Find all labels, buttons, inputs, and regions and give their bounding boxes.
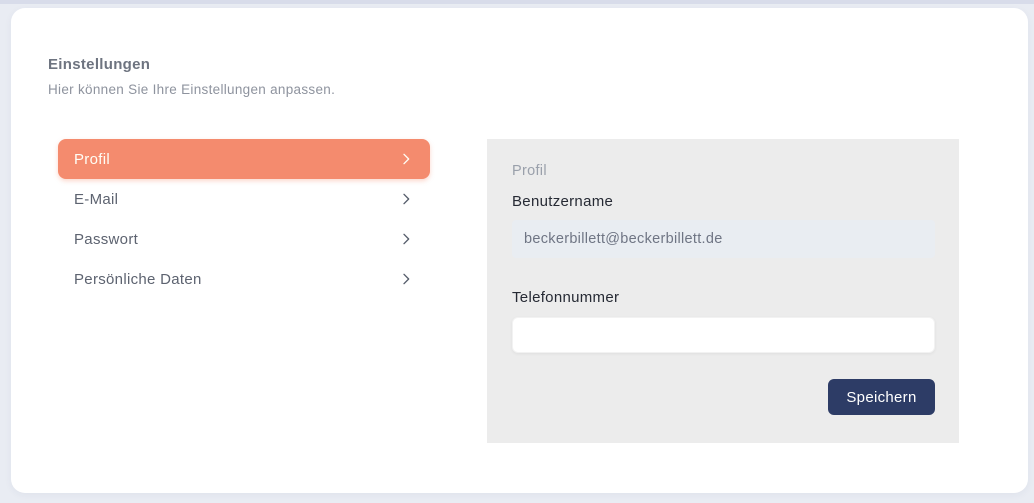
username-label: Benutzername [512, 193, 614, 210]
phone-input[interactable] [512, 317, 935, 353]
settings-card: Einstellungen Hier können Sie Ihre Einst… [11, 8, 1028, 493]
top-strip [0, 0, 1034, 4]
nav-item-profil[interactable]: Profil [58, 139, 430, 179]
panel-heading: Profil [512, 163, 547, 179]
page-title: Einstellungen [48, 56, 151, 73]
settings-nav: Profil E-Mail Passwort Persönliche Daten [58, 139, 430, 299]
chevron-right-icon [398, 191, 414, 207]
username-field [512, 220, 935, 258]
chevron-right-icon [398, 231, 414, 247]
chevron-right-icon [398, 271, 414, 287]
chevron-right-icon [398, 151, 414, 167]
profile-panel: Profil Benutzername Telefonnummer Speich… [487, 139, 959, 443]
phone-label: Telefonnummer [512, 289, 620, 306]
nav-item-label: Persönliche Daten [74, 270, 202, 288]
button-row: Speichern [512, 379, 935, 415]
nav-item-label: Passwort [74, 230, 139, 248]
nav-item-persoenliche-daten[interactable]: Persönliche Daten [58, 259, 430, 299]
page-subtitle: Hier können Sie Ihre Einstellungen anpas… [48, 82, 336, 97]
nav-item-email[interactable]: E-Mail [58, 179, 430, 219]
nav-item-label: E-Mail [74, 190, 119, 208]
save-button[interactable]: Speichern [828, 379, 935, 415]
nav-item-passwort[interactable]: Passwort [58, 219, 430, 259]
nav-item-label: Profil [74, 150, 110, 168]
